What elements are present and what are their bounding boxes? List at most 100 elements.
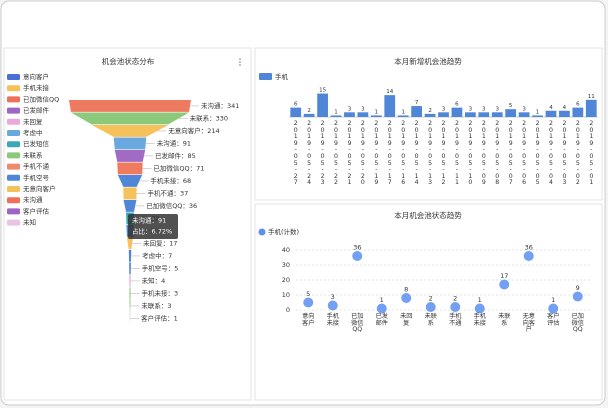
x-tick-label: 2019-05-10: [468, 120, 473, 187]
funnel-segment: [123, 187, 137, 200]
funnel-label: 无意向客户：214: [168, 126, 219, 135]
point: [523, 251, 534, 261]
legend-swatch: [7, 163, 20, 170]
x-tick-label: 2019-05-23: [320, 120, 325, 187]
x-tick-label: 2019-05-02: [575, 120, 580, 187]
bar: [505, 109, 517, 117]
funnel-label: 未回复：17: [143, 238, 177, 247]
legend-swatch: [7, 197, 20, 204]
funnel-segment: [70, 112, 190, 125]
data-label: 36: [353, 244, 361, 252]
x-tick-label: 2019-05-08: [495, 120, 500, 187]
x-tick-label: 手机不通: [449, 313, 462, 327]
x-tick-label: 已加微信QQ: [571, 313, 584, 334]
funnel-segment: [123, 200, 137, 212]
data-label: 3: [361, 106, 365, 112]
tooltip-box: [128, 214, 178, 239]
data-label: 14: [386, 89, 393, 95]
x-tick-label: 手机未接: [326, 313, 339, 327]
funnel-segment: [91, 125, 169, 137]
bar: [424, 113, 436, 117]
point: [327, 300, 338, 311]
data-label: 3: [522, 106, 526, 112]
data-label: 3: [442, 106, 446, 112]
chart-title: 本月机会池状态趋势: [394, 210, 462, 220]
x-tick-label: 意向客户: [302, 313, 315, 327]
data-label: 11: [588, 94, 595, 100]
legend-label: 客户评估: [23, 206, 50, 215]
funnel-label: 手机未接：3: [142, 288, 179, 297]
x-tick-label: 已发邮件: [375, 313, 388, 327]
legend-swatch: [7, 219, 20, 226]
x-tick-label: 2019-05-21: [347, 120, 352, 187]
x-tick-label: 2019-05-07: [508, 120, 513, 187]
bar: [491, 112, 503, 117]
x-tick-label: 2019-05-05: [535, 120, 540, 187]
x-tick-label: 手机未接: [473, 313, 486, 327]
legend-label: 已发短信: [23, 139, 50, 148]
data-label: 5: [306, 290, 310, 298]
x-tick-label: 2019-05-17: [387, 120, 392, 187]
bar: [370, 115, 382, 117]
data-label: 8: [404, 286, 408, 294]
point: [352, 251, 363, 261]
point: [425, 302, 436, 312]
point: [376, 303, 387, 314]
x-tick-label: 2019-05-09: [481, 120, 486, 187]
x-tick-label: 未联系: [498, 313, 511, 327]
data-label: 7: [415, 100, 419, 106]
legend-label: 手机不通: [23, 162, 50, 171]
data-label: 1: [401, 109, 405, 115]
funnel-label: 手机未接：68: [150, 176, 191, 185]
funnel-label: 未沟通：91: [157, 138, 191, 147]
legend-swatch: [7, 85, 20, 92]
point: [401, 293, 412, 303]
y-tick-label: 20: [282, 276, 290, 284]
legend-label: 无意向客户: [23, 184, 56, 193]
legend-label: 已加微信QQ: [23, 94, 59, 103]
bar: [344, 112, 355, 117]
data-label: 1: [375, 109, 379, 115]
tooltip-text: 占比：6.72%: [132, 227, 172, 236]
x-tick-label: 2019-05-11: [454, 120, 459, 187]
legend-label: 意向客户: [23, 72, 49, 81]
data-label: 1: [334, 109, 338, 115]
data-label: 1: [551, 296, 555, 304]
bar: [572, 107, 584, 117]
bar: [478, 112, 490, 117]
funnel-segment: [129, 262, 131, 275]
x-tick-label: 2019-05-12: [441, 120, 446, 187]
card-top: [254, 47, 603, 201]
x-tick-label: 无意向客户: [522, 313, 535, 334]
funnel-label: 已加微信QQ：36: [146, 201, 197, 210]
legend-label: 未联系: [23, 150, 43, 159]
legend-swatch: [7, 152, 20, 159]
data-label: 6: [294, 102, 298, 108]
x-tick-label: 2019-05-04: [549, 120, 553, 187]
data-label: 2: [429, 295, 433, 303]
funnel-segment: [128, 250, 132, 262]
x-tick-label: 2019-05-01: [589, 120, 594, 187]
x-tick-label: 2019-05-20: [360, 120, 365, 187]
x-tick-label: 2019-05-14: [414, 120, 419, 187]
bar: [303, 113, 315, 117]
bar: [397, 115, 409, 117]
bar: [438, 112, 449, 117]
funnel-label: 未沟通：341: [201, 101, 239, 110]
x-tick-label: 2019-05-27: [293, 120, 298, 187]
funnel-segment: [129, 300, 131, 312]
funnel-label: 未联系：3: [141, 301, 171, 310]
chart-title: 机会池状态分布: [102, 56, 155, 66]
x-tick-label: 2019-05-22: [334, 120, 338, 187]
funnel-segment: [113, 137, 147, 150]
x-tick-label: 2019-05-13: [428, 120, 433, 187]
data-label: 3: [469, 106, 473, 112]
funnel-label: 考虑中：7: [142, 251, 172, 260]
data-label: 1: [478, 296, 482, 304]
data-label: 17: [500, 272, 508, 280]
bar: [317, 93, 328, 117]
menu-icon[interactable]: [239, 58, 241, 66]
legend-swatch: [258, 228, 266, 236]
